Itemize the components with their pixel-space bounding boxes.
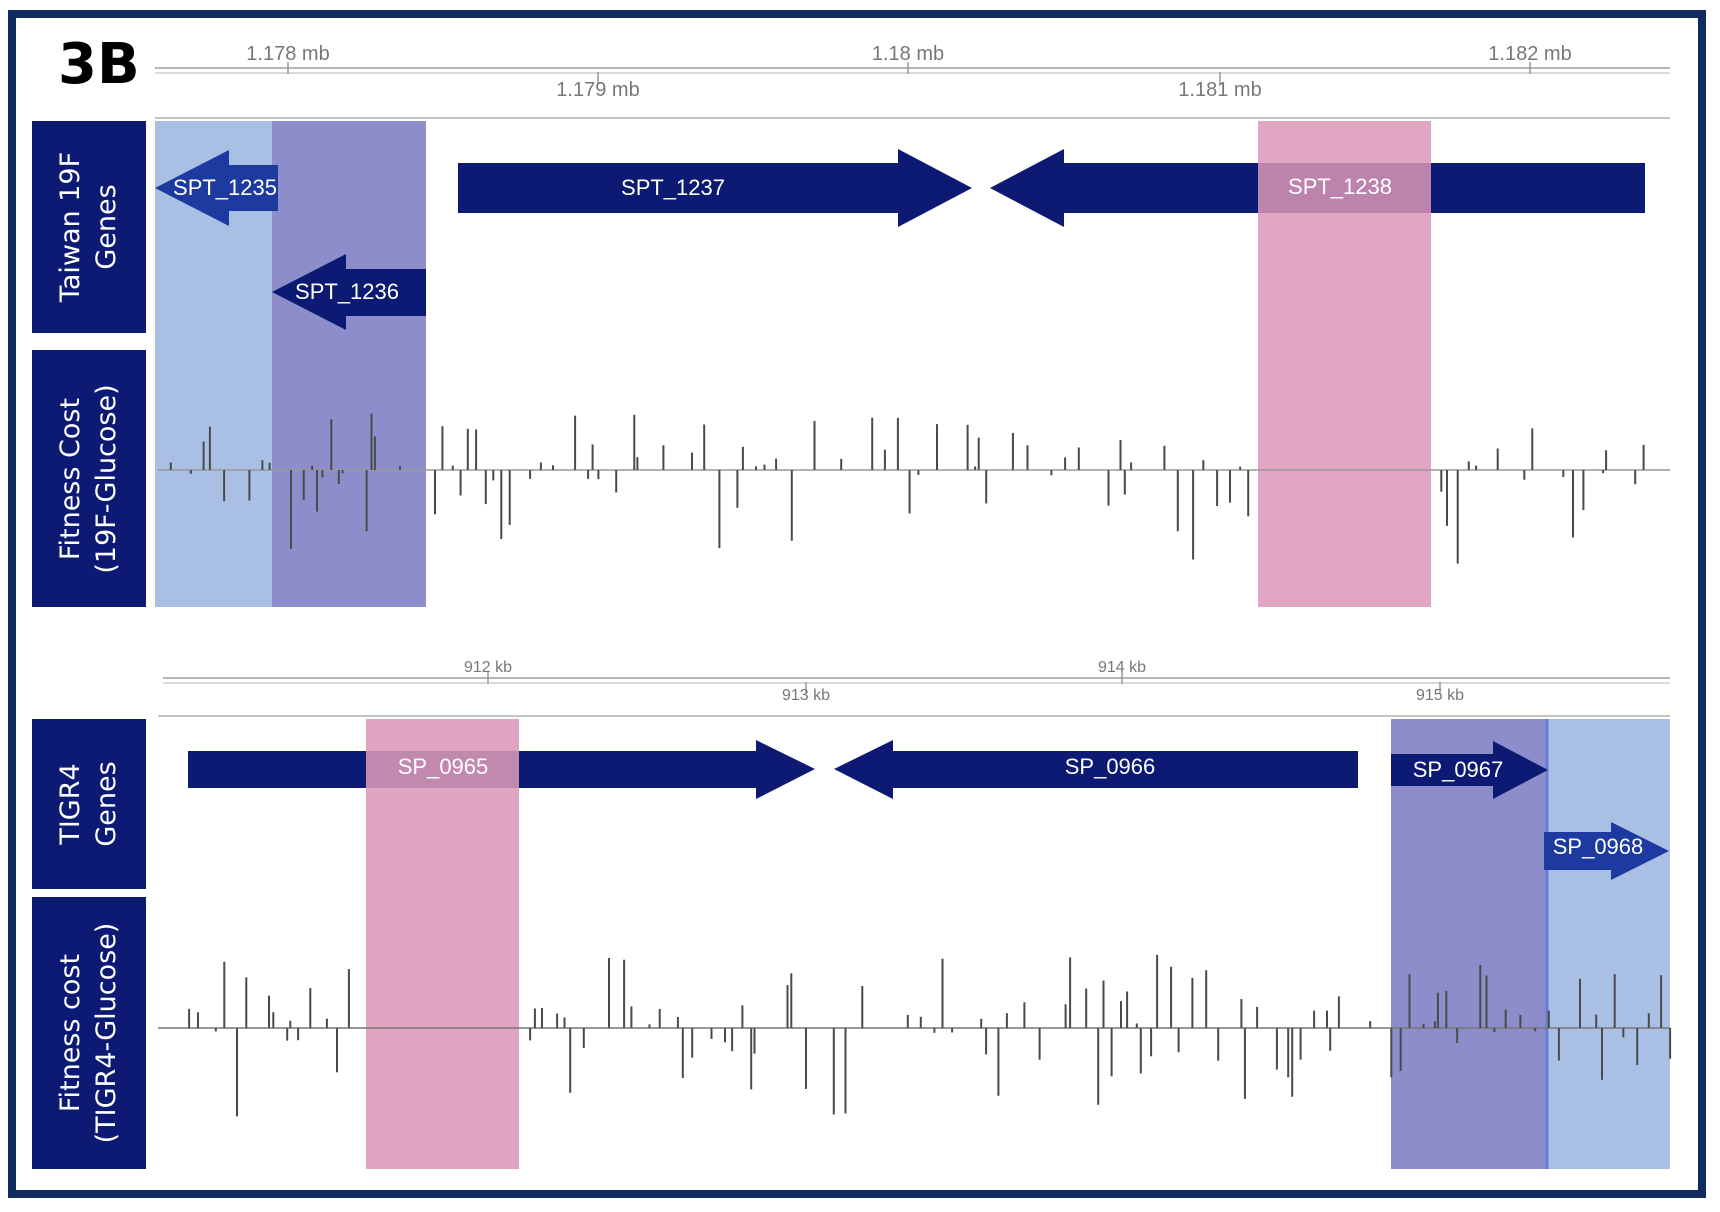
top-tick-1182: 1.182 mb [1488,43,1571,65]
bottom-axis: 912 kb 914 kb 913 kb 915 kb [158,659,1670,717]
bottom-tick-915: 915 kb [1416,687,1464,704]
top-highlight-pink [1258,121,1431,607]
bottom-fitness-track-label: Fitness cost (TIGR4-Glucose) [32,897,146,1169]
panel-label: 3B [58,32,140,97]
gene-arrow-spt-1235 [155,150,278,226]
bottom-tick-912: 912 kb [464,659,512,676]
gene-arrow-spt-1237 [458,149,972,227]
gene-label-spt-1235: SPT_1235 [173,175,277,200]
bottom-genes-track-label: TIGR4 Genes [32,719,146,889]
top-genes-track-label: Taiwan 19F Genes [32,121,146,333]
gene-label-spt-1236: SPT_1236 [295,279,399,304]
top-tick-118: 1.18 mb [872,43,944,65]
top-fitness-bars [169,413,1645,564]
gene-label-sp-0967: SP_0967 [1413,757,1504,782]
gene-label-sp-0965: SP_0965 [398,754,489,779]
gene-arrow-sp-0967 [1391,741,1548,799]
gene-arrow-spt-1236 [272,254,426,330]
top-highlight-purple [272,121,426,607]
gene-label-spt-1237: SPT_1237 [621,175,725,200]
bottom-tick-914: 914 kb [1098,659,1146,676]
gene-arrow-sp-0968 [1544,822,1669,880]
gene-label-sp-0966: SP_0966 [1065,754,1156,779]
gene-arrow-sp-0966 [834,740,1358,799]
bottom-highlight-lightblue [1546,719,1670,1169]
gene-label-spt-1238: SPT_1238 [1288,174,1392,199]
top-tick-1178: 1.178 mb [246,43,329,65]
top-tick-1179: 1.179 mb [556,79,639,101]
top-axis: 1.178 mb 1.18 mb 1.182 mb 1.179 mb 1.181… [155,43,1670,119]
top-tick-1181: 1.181 mb [1178,79,1261,101]
top-fitness-track-label: Fitness Cost (19F-Glucose) [32,350,146,607]
bottom-fitness-bars [188,954,1672,1117]
bottom-tick-913: 913 kb [782,687,830,704]
gene-label-sp-0968: SP_0968 [1553,834,1644,859]
bottom-highlight-pink [366,719,519,1169]
bottom-highlight-purple [1391,719,1547,1169]
